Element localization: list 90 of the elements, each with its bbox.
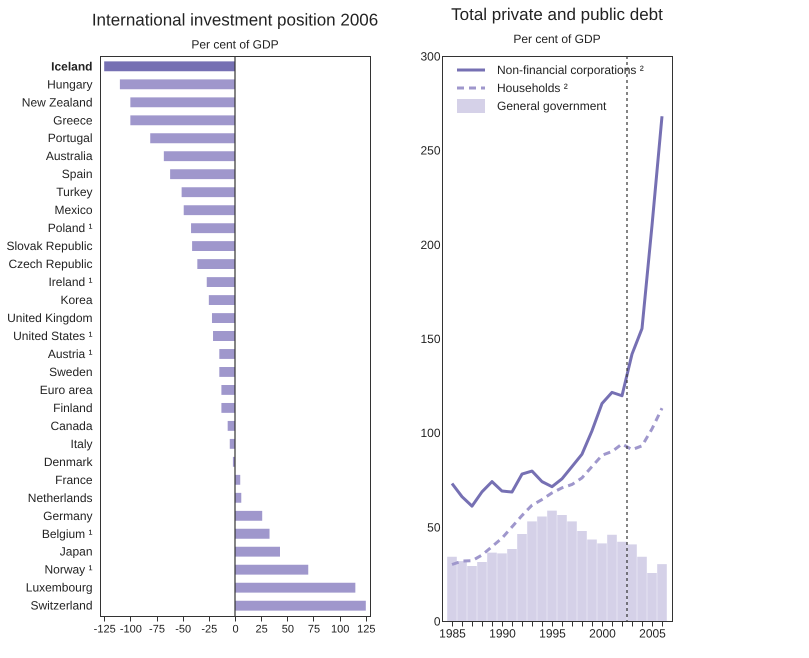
bar (235, 600, 366, 611)
bar (120, 79, 235, 90)
y-tick-label: Czech Republic (8, 257, 92, 272)
x-tick-label: 100 (330, 624, 350, 636)
bar (235, 582, 356, 593)
bar (164, 151, 235, 162)
y-tick-label: Belgium ¹ (42, 526, 92, 541)
x-tick-label: 50 (282, 624, 294, 636)
legend-label: Non-financial corporations ² (497, 63, 644, 77)
x-tick-label: 1985 (439, 626, 466, 640)
y-tick-label: Korea (60, 293, 93, 308)
y-tick-label: Netherlands (28, 490, 92, 505)
y-tick-label: 250 (420, 144, 441, 158)
x-tick-label: -100 (120, 624, 142, 636)
legend-label: Households ² (497, 81, 568, 95)
y-tick-label: 300 (420, 50, 441, 64)
y-tick-label: Greece (53, 113, 93, 128)
y-tick-label: Slovak Republic (6, 239, 92, 254)
y-tick-label: Italy (70, 436, 92, 451)
y-tick-label: Poland ¹ (48, 221, 92, 236)
y-tick-label: 150 (420, 332, 441, 346)
y-tick-label: Austria ¹ (48, 346, 92, 361)
x-tick-label: -75 (149, 624, 165, 636)
y-tick-label: Sweden (49, 364, 92, 379)
legend-label: General government (497, 99, 608, 113)
chart-title: Total private and public debt (451, 5, 664, 24)
bar (235, 564, 308, 575)
y-tick-label: Finland (53, 400, 92, 415)
bar (206, 277, 235, 288)
bar (235, 546, 280, 557)
bar (104, 61, 235, 72)
y-tick-label: 50 (427, 520, 441, 534)
x-tick-label: 75 (308, 624, 320, 636)
y-tick-label: Switzerland (30, 598, 92, 613)
y-tick-label: Hungary (47, 77, 92, 92)
y-tick-label: France (55, 472, 93, 487)
bar (184, 205, 235, 216)
y-tick-label: Australia (46, 149, 93, 164)
x-tick-label: 25 (256, 624, 268, 636)
x-tick-label: -50 (175, 624, 192, 636)
line-series (450, 406, 664, 566)
y-tick-label: New Zealand (22, 95, 92, 110)
x-tick-label: 0 (232, 624, 239, 636)
y-tick-label: 100 (420, 426, 441, 440)
bar (213, 331, 235, 341)
x-tick-label: 2005 (639, 626, 666, 640)
y-tick-label: Japan (60, 544, 92, 559)
bar (219, 349, 235, 359)
bar (191, 223, 235, 234)
bar (221, 384, 235, 395)
y-tick-label: Luxembourg (26, 580, 92, 595)
bar (212, 313, 235, 323)
y-tick-label: Portugal (48, 131, 92, 146)
y-tick-label: United Kingdom (7, 311, 92, 326)
bar (235, 528, 270, 539)
bar (182, 187, 235, 198)
bar (219, 367, 235, 377)
x-tick-label: 125 (357, 624, 376, 636)
bar (130, 97, 235, 108)
bar (170, 169, 235, 180)
y-tick-label: Germany (43, 508, 92, 523)
y-tick-label: Mexico (54, 203, 93, 218)
y-tick-label: Denmark (44, 454, 94, 469)
chart-subtitle: Per cent of GDP (191, 37, 279, 52)
y-tick-label: Euro area (40, 382, 93, 397)
x-tick-label: -25 (201, 624, 218, 636)
y-tick-label: Ireland ¹ (48, 275, 92, 290)
x-tick-label: 1995 (539, 626, 566, 640)
bar (235, 492, 242, 503)
bar (235, 510, 262, 521)
bar (150, 133, 235, 144)
line-series (450, 114, 664, 508)
y-tick-label: Iceland (51, 59, 92, 74)
y-tick-label: Turkey (56, 185, 92, 200)
y-tick-label: Spain (62, 167, 92, 182)
bar (208, 295, 235, 305)
chart-title: International investment position 2006 (92, 10, 378, 30)
x-tick-label: 2000 (589, 626, 616, 640)
bar (130, 115, 235, 126)
bar (192, 241, 235, 252)
y-tick-label: Norway ¹ (44, 562, 92, 577)
bar (221, 402, 235, 413)
y-tick-label: United States ¹ (13, 329, 92, 343)
bar (228, 420, 235, 431)
y-tick-label: Canada (50, 418, 93, 433)
bar (197, 259, 235, 270)
chart-subtitle: Per cent of GDP (513, 32, 601, 46)
x-tick-label: -125 (94, 624, 116, 636)
x-tick-label: 1990 (489, 626, 516, 640)
y-tick-label: 200 (420, 238, 441, 252)
